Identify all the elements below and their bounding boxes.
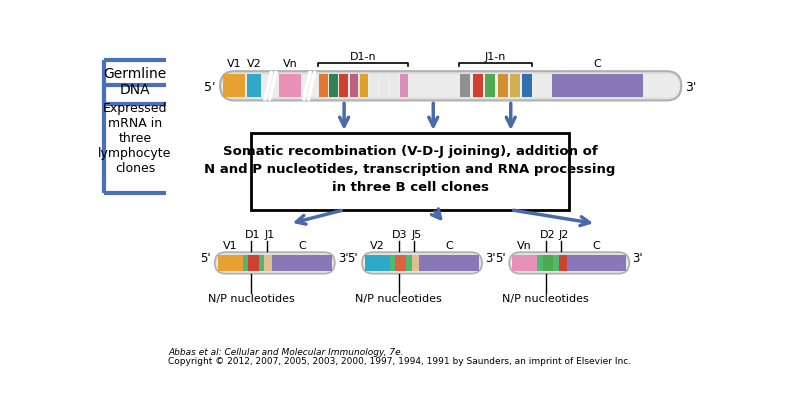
Bar bbox=[510, 74, 520, 97]
Bar bbox=[537, 255, 542, 270]
Bar bbox=[406, 255, 411, 270]
Text: 3': 3' bbox=[685, 81, 697, 94]
Bar bbox=[485, 74, 495, 97]
Text: D2: D2 bbox=[539, 230, 555, 240]
Bar bbox=[242, 255, 248, 270]
Text: C: C bbox=[594, 59, 602, 69]
Text: D1: D1 bbox=[245, 230, 261, 240]
Text: Abbas et al: Cellular and Molecular Immunology, 7e.: Abbas et al: Cellular and Molecular Immu… bbox=[168, 348, 404, 357]
Text: 5': 5' bbox=[204, 81, 215, 94]
Bar bbox=[360, 74, 368, 97]
Text: Somatic recombination (V-D-J joining), addition of
N and P nucleotides, transcri: Somatic recombination (V-D-J joining), a… bbox=[204, 145, 616, 194]
Bar bbox=[522, 74, 533, 97]
Bar bbox=[339, 74, 348, 97]
FancyBboxPatch shape bbox=[222, 74, 680, 97]
Text: D3: D3 bbox=[392, 230, 408, 240]
Text: Vn: Vn bbox=[518, 241, 532, 251]
FancyBboxPatch shape bbox=[214, 252, 335, 274]
Bar bbox=[247, 74, 261, 97]
Text: J1-n: J1-n bbox=[485, 52, 506, 62]
Bar bbox=[350, 74, 358, 97]
Bar bbox=[223, 74, 245, 97]
Bar bbox=[554, 255, 558, 270]
Bar bbox=[319, 74, 328, 97]
FancyBboxPatch shape bbox=[362, 252, 482, 274]
Text: 5': 5' bbox=[200, 252, 211, 265]
Bar bbox=[279, 74, 301, 97]
Text: J1: J1 bbox=[265, 230, 275, 240]
Bar bbox=[248, 255, 259, 270]
Bar bbox=[370, 74, 378, 97]
Bar bbox=[411, 255, 419, 270]
Bar bbox=[330, 74, 338, 97]
Text: D1-n: D1-n bbox=[350, 52, 377, 62]
Text: Germline
DNA: Germline DNA bbox=[103, 67, 166, 97]
Bar bbox=[395, 255, 406, 270]
Bar bbox=[566, 255, 626, 270]
Bar bbox=[218, 255, 242, 270]
Bar bbox=[272, 255, 332, 270]
FancyBboxPatch shape bbox=[363, 255, 481, 270]
Bar bbox=[552, 74, 643, 97]
Text: N/P nucleotides: N/P nucleotides bbox=[502, 294, 589, 304]
Bar bbox=[259, 255, 264, 270]
Text: 3': 3' bbox=[338, 252, 349, 265]
Text: N/P nucleotides: N/P nucleotides bbox=[208, 294, 294, 304]
FancyBboxPatch shape bbox=[509, 252, 630, 274]
Bar bbox=[419, 255, 479, 270]
Text: 3': 3' bbox=[485, 252, 496, 265]
Text: V1: V1 bbox=[226, 59, 242, 69]
Text: V2: V2 bbox=[370, 241, 385, 251]
Text: Vn: Vn bbox=[282, 59, 298, 69]
FancyBboxPatch shape bbox=[220, 71, 682, 100]
Text: Expressed
mRNA in
three
lymphocyte
clones: Expressed mRNA in three lymphocyte clone… bbox=[98, 102, 171, 176]
Text: J2: J2 bbox=[559, 230, 570, 240]
Bar bbox=[400, 74, 409, 97]
Bar bbox=[264, 255, 272, 270]
Bar bbox=[390, 255, 395, 270]
FancyBboxPatch shape bbox=[510, 255, 628, 270]
Bar bbox=[542, 255, 554, 270]
Text: C: C bbox=[593, 241, 600, 251]
Text: C: C bbox=[446, 241, 453, 251]
Text: 3': 3' bbox=[633, 252, 643, 265]
Text: N/P nucleotides: N/P nucleotides bbox=[355, 294, 442, 304]
Text: V2: V2 bbox=[247, 59, 262, 69]
FancyBboxPatch shape bbox=[251, 133, 569, 210]
Bar bbox=[390, 74, 398, 97]
Text: J5: J5 bbox=[412, 230, 422, 240]
Bar bbox=[460, 74, 470, 97]
Bar bbox=[498, 74, 508, 97]
Text: 5': 5' bbox=[347, 252, 358, 265]
FancyBboxPatch shape bbox=[216, 255, 334, 270]
Bar bbox=[558, 255, 566, 270]
Text: 5': 5' bbox=[494, 252, 506, 265]
Text: V1: V1 bbox=[223, 241, 238, 251]
Bar bbox=[365, 255, 390, 270]
Bar bbox=[380, 74, 388, 97]
Text: C: C bbox=[298, 241, 306, 251]
Bar bbox=[473, 74, 483, 97]
Text: Copyright © 2012, 2007, 2005, 2003, 2000, 1997, 1994, 1991 by Saunders, an impri: Copyright © 2012, 2007, 2005, 2003, 2000… bbox=[168, 357, 631, 366]
Bar bbox=[512, 255, 537, 270]
